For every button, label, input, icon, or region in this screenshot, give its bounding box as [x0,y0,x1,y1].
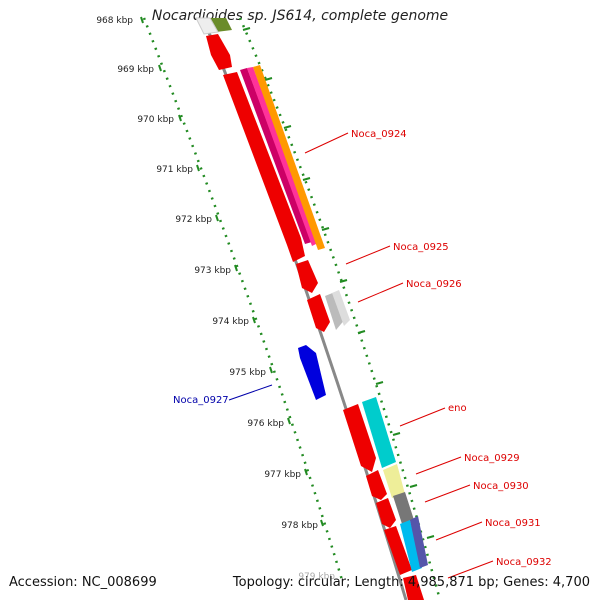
tick-marks [140,16,435,539]
gene-arrow-forward [376,498,396,528]
gene-arrow-forward [223,72,305,262]
gene-label[interactable]: Noca_0930 [473,481,529,492]
gene-label[interactable]: Noca_0927 [173,395,229,406]
scale-tick [264,77,273,81]
outer-tick-ruler [238,17,442,600]
gene-arrow-forward [253,65,325,250]
gene-label[interactable]: Noca_0926 [406,279,462,290]
scale-tick [196,164,200,172]
scale-tick [357,330,366,334]
scale-tick [304,468,308,476]
genome-stats-text: Topology: circular; Length: 4,985,871 bp… [232,575,590,590]
scale-label: 975 kbp [229,368,266,378]
gene-label[interactable]: Noca_0925 [393,242,449,253]
gene-arrow-forward [343,404,376,472]
scale-label: 978 kbp [281,521,318,531]
scale-tick [320,519,324,527]
scale-tick [269,366,273,374]
scale-tick [426,535,435,539]
scale-tick [392,432,401,436]
scale-tick [321,227,330,231]
label-leader-line [415,456,462,475]
scale-label: 979 kbp [298,572,335,582]
gene-label[interactable]: Noca_0931 [485,518,541,529]
scale-tick [302,177,311,181]
gene-label[interactable]: Noca_0924 [351,129,407,140]
scale-label: 974 kbp [212,317,249,327]
scale-label: 977 kbp [264,470,301,480]
gene-label[interactable]: eno [448,403,467,414]
gene-arrow-forward [206,34,232,70]
gene-arrow-forward [296,260,318,293]
genome-backbone [201,17,408,600]
scale-tick [375,381,384,385]
gene-segment [383,464,405,498]
gene-segment [410,516,428,568]
scale-tick [339,279,348,283]
scale-label: 973 kbp [194,266,231,276]
label-leader-line [424,484,471,503]
gene-arrow-forward [307,294,330,332]
scale-tick [158,64,162,72]
gene-arrow-forward [366,470,387,500]
label-leader-line [345,245,391,265]
gene-arrow-forward [403,575,424,600]
scale-label: 971 kbp [156,165,193,175]
gene-segment [393,492,414,524]
gene-segment [400,520,422,572]
scale-tick [409,484,418,488]
scale-tick [140,16,144,24]
gene-segment [362,397,396,468]
scale-tick [234,264,238,272]
gene-arrow-forward [384,526,412,575]
scale-tick [178,114,182,122]
gene-segment [325,292,346,330]
label-leader-line [228,384,273,401]
gene-arrow-forward [240,68,312,244]
scale-tick [287,417,291,425]
scale-tick [283,125,292,129]
label-leader-line [447,560,494,579]
label-leader-line [399,407,446,427]
scale-label: 970 kbp [137,115,174,125]
scale-label: 976 kbp [247,419,284,429]
scale-tick [252,316,256,324]
gene-arrow-forward [247,67,318,246]
gene-label[interactable]: Noca_0929 [464,453,520,464]
gene-segment [332,290,350,326]
label-leader-line [357,282,404,303]
scale-label: 968 kbp [96,16,133,26]
label-leader-line [304,132,349,154]
accession-text: Accession: NC_008699 [9,575,157,590]
scale-tick [215,214,219,222]
gene-segment [195,17,219,35]
gene-label[interactable]: Noca_0932 [496,557,552,568]
scale-label: 972 kbp [175,215,212,225]
gene-arrow-reverse [298,345,326,400]
scale-tick [242,27,251,31]
label-leader-line [435,521,483,541]
scale-label: 969 kbp [117,65,154,75]
